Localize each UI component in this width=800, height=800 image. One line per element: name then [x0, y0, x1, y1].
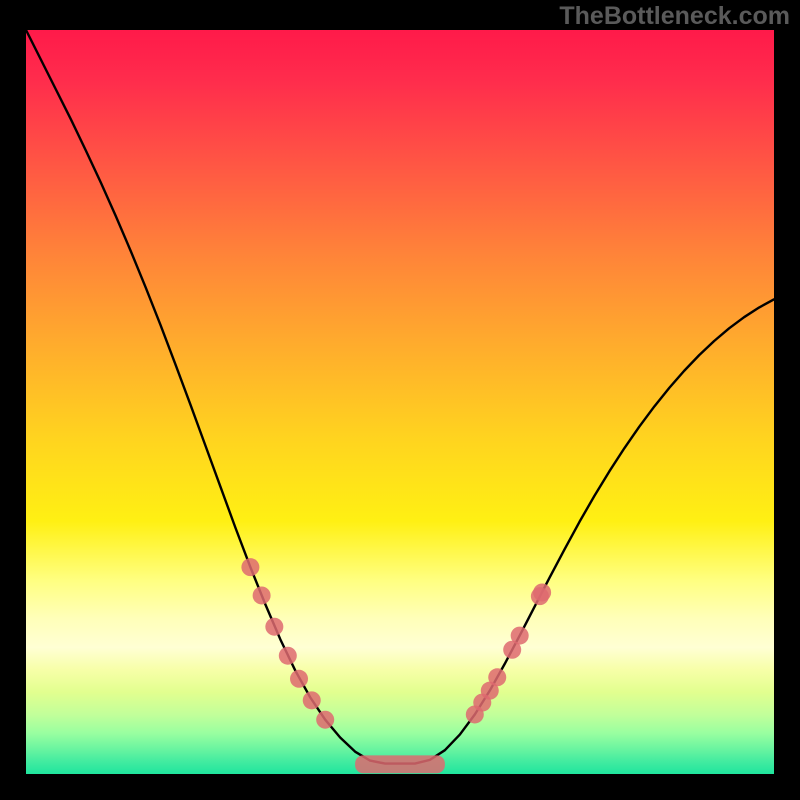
chart-svg	[0, 0, 800, 800]
data-point	[265, 618, 283, 636]
data-point	[290, 670, 308, 688]
data-point	[488, 668, 506, 686]
data-point	[533, 583, 551, 601]
data-point	[511, 627, 529, 645]
data-point	[279, 647, 297, 665]
bottleneck-curve	[26, 30, 774, 764]
data-point	[253, 586, 271, 604]
data-point	[241, 558, 259, 576]
data-point	[303, 691, 321, 709]
watermark-text: TheBottleneck.com	[559, 2, 790, 31]
chart-stage: TheBottleneck.com	[0, 0, 800, 800]
data-point	[316, 711, 334, 729]
optimal-range-bar	[355, 755, 445, 773]
